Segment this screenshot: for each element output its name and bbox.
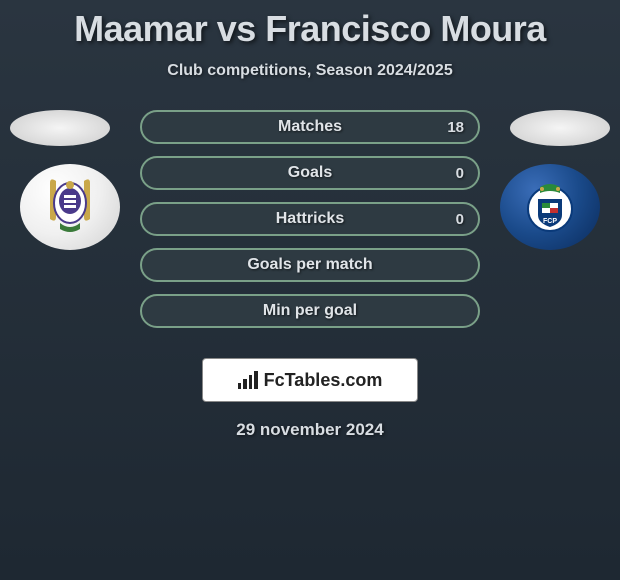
stat-value: 18 — [447, 119, 464, 136]
stat-row-matches: Matches 18 — [140, 110, 480, 144]
player-photo-left — [10, 110, 110, 146]
stat-label: Matches — [278, 118, 342, 136]
site-branding[interactable]: FcTables.com — [202, 358, 418, 402]
stat-value: 0 — [456, 211, 464, 228]
player-photo-right — [510, 110, 610, 146]
stat-value: 0 — [456, 165, 464, 182]
porto-crest-icon: FCP — [522, 179, 578, 235]
stat-label: Goals — [288, 164, 332, 182]
stat-label: Min per goal — [263, 302, 357, 320]
club-badge-left — [20, 164, 120, 250]
anderlecht-crest-icon — [36, 173, 104, 241]
stat-row-hattricks: Hattricks 0 — [140, 202, 480, 236]
bar-chart-icon — [238, 371, 258, 389]
stats-list: Matches 18 Goals 0 Hattricks 0 Goals per… — [140, 110, 480, 328]
page-title: Maamar vs Francisco Moura — [0, 0, 620, 50]
stat-row-goals: Goals 0 — [140, 156, 480, 190]
stat-row-goals-per-match: Goals per match — [140, 248, 480, 282]
stat-label: Hattricks — [276, 210, 344, 228]
comparison-area: FCP Matches 18 Goals 0 Hattricks 0 Goals… — [0, 110, 620, 350]
date-label: 29 november 2024 — [0, 420, 620, 440]
club-badge-right: FCP — [500, 164, 600, 250]
svg-text:FCP: FCP — [543, 218, 557, 225]
stat-row-min-per-goal: Min per goal — [140, 294, 480, 328]
site-name: FcTables.com — [264, 370, 383, 391]
stat-label: Goals per match — [247, 256, 372, 274]
subtitle: Club competitions, Season 2024/2025 — [0, 62, 620, 80]
